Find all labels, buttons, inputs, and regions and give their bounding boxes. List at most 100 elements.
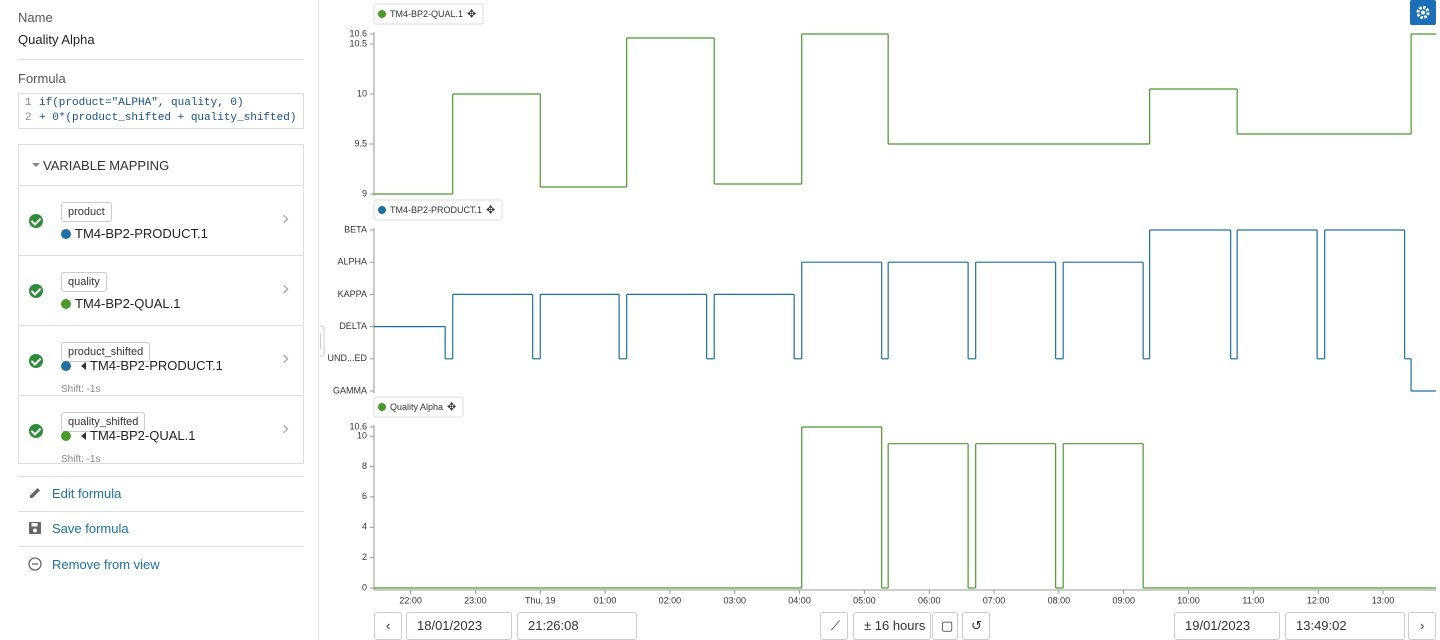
history[interactable]: ↺ bbox=[962, 612, 990, 640]
legend-dot bbox=[378, 206, 386, 214]
y-tick-label: 4 bbox=[362, 522, 367, 532]
check-icon bbox=[29, 214, 43, 228]
signal: TM4-BP2-PRODUCT.1 bbox=[61, 226, 208, 241]
remove-icon bbox=[28, 557, 42, 571]
code-line: 2 + 0*(product_shifted + quality_shifted) bbox=[25, 112, 297, 127]
y-tick-label: BETA bbox=[344, 224, 367, 234]
x-tick-label: 13:00 bbox=[1372, 595, 1395, 605]
y-tick-label: 9.5 bbox=[354, 138, 367, 148]
move-icon: ✥ bbox=[467, 8, 476, 20]
x-tick-label: 08:00 bbox=[1048, 595, 1071, 605]
step-back[interactable]: ‹ bbox=[374, 612, 402, 640]
lock[interactable]: ▢ bbox=[932, 612, 958, 640]
y-tick-label: KAPPA bbox=[338, 289, 367, 299]
x-tick-label: 01:00 bbox=[594, 595, 617, 605]
save-formula[interactable]: Save formula bbox=[52, 521, 129, 536]
x-tick-label: 12:00 bbox=[1307, 595, 1330, 605]
x-tick-label: Thu, 19 bbox=[525, 595, 556, 605]
variable-mapping: VARIABLE MAPPING product TM4-BP2-PRODUCT.… bbox=[18, 144, 304, 466]
chevron bbox=[279, 284, 289, 294]
check-icon bbox=[29, 424, 43, 438]
line-number: 1 bbox=[25, 97, 32, 109]
signal-name: TM4-BP2-PRODUCT.1 bbox=[90, 358, 223, 373]
variable-item[interactable]: product TM4-BP2-PRODUCT.1 bbox=[19, 186, 303, 256]
save-icon bbox=[29, 522, 41, 534]
gear-icon bbox=[1416, 6, 1430, 19]
legend-dot bbox=[378, 10, 386, 18]
chart-mode[interactable]: ⟋ bbox=[820, 612, 848, 640]
divider bbox=[18, 546, 304, 547]
y-tick-label: GAMMA bbox=[333, 385, 367, 395]
y-tick-label: 10.5 bbox=[349, 38, 367, 48]
divider bbox=[18, 59, 304, 60]
end-time[interactable]: 13:49:02 bbox=[1285, 612, 1405, 640]
end-time-text: 13:49:02 bbox=[1296, 618, 1347, 633]
y-tick-label: 10 bbox=[357, 88, 367, 98]
signal-name: TM4-BP2-PRODUCT.1 bbox=[75, 226, 208, 241]
start-time[interactable]: 21:26:08 bbox=[517, 612, 637, 640]
y-tick-label: 6 bbox=[362, 491, 367, 501]
check-icon bbox=[29, 284, 43, 298]
start-time-text: 21:26:08 bbox=[528, 618, 579, 633]
legend-box bbox=[373, 199, 503, 221]
move-icon: ✥ bbox=[486, 204, 495, 216]
y-tick-label: 10.6 bbox=[349, 28, 367, 38]
signal: TM4-BP2-QUAL.1 bbox=[61, 428, 195, 443]
y-tick-label: UND...ED bbox=[327, 353, 367, 363]
y-tick-label: 9 bbox=[362, 188, 367, 198]
chevron bbox=[279, 214, 289, 224]
x-tick-label: 22:00 bbox=[399, 595, 422, 605]
legend-box bbox=[373, 3, 484, 25]
legend[interactable]: TM4-BP2-QUAL.1 ✥ bbox=[373, 3, 484, 25]
resize-handle[interactable] bbox=[320, 325, 325, 357]
variable-tag: product_shifted bbox=[61, 342, 151, 362]
y-tick-label: DELTA bbox=[339, 321, 367, 331]
variable-item[interactable]: product_shifted TM4-BP2-PRODUCT.1 Shift: -… bbox=[19, 326, 303, 396]
legend[interactable]: TM4-BP2-PRODUCT.1 ✥ bbox=[373, 199, 503, 221]
edit-icon bbox=[30, 488, 40, 498]
range-text: ± 16 hours bbox=[864, 618, 926, 633]
name-label: Name bbox=[18, 10, 53, 25]
formula-label: Formula bbox=[18, 71, 66, 86]
x-tick-label: 07:00 bbox=[983, 595, 1006, 605]
mapping-header[interactable]: VARIABLE MAPPING bbox=[19, 145, 303, 186]
start-date[interactable]: 18/01/2023 bbox=[406, 612, 512, 640]
variable-tag: quality_shifted bbox=[61, 412, 146, 432]
x-tick-label: 04:00 bbox=[788, 595, 811, 605]
remove-from-view[interactable]: Remove from view bbox=[52, 557, 160, 572]
name-value[interactable]: Quality Alpha bbox=[18, 32, 95, 47]
end-date[interactable]: 19/01/2023 bbox=[1174, 612, 1280, 640]
x-tick-label: 02:00 bbox=[659, 595, 682, 605]
y-tick-label: 10 bbox=[357, 430, 367, 440]
formula-editor[interactable]: 1 if(product="ALPHA", quality, 0) 2 + 0*(p… bbox=[18, 93, 304, 129]
divider bbox=[18, 511, 304, 512]
move-icon: ✥ bbox=[447, 401, 456, 413]
legend-box bbox=[373, 396, 464, 418]
y-tick-label: 0 bbox=[362, 582, 367, 592]
properties-panel: Name Quality Alpha Formula 1 if(product="… bbox=[0, 0, 319, 640]
variable-item[interactable]: quality TM4-BP2-QUAL.1 bbox=[19, 256, 303, 326]
edit-formula[interactable]: Edit formula bbox=[52, 486, 122, 501]
signal: TM4-BP2-PRODUCT.1 bbox=[61, 358, 223, 373]
gear-icon bbox=[1421, 10, 1425, 15]
variable-item[interactable]: quality_shifted TM4-BP2-QUAL.1 Shift: -1s bbox=[19, 396, 303, 466]
check-icon bbox=[29, 354, 43, 368]
chevron bbox=[279, 424, 289, 434]
step-forward[interactable]: › bbox=[1408, 612, 1436, 640]
signal-name: TM4-BP2-QUAL.1 bbox=[90, 428, 196, 443]
start-date-text: 18/01/2023 bbox=[417, 618, 483, 633]
chevron bbox=[279, 354, 289, 364]
variable-tag: product bbox=[61, 202, 112, 222]
y-tick-label: 8 bbox=[362, 461, 367, 471]
code-text: if(product="ALPHA", quality, 0) bbox=[39, 97, 244, 109]
shift: Shift: -1s bbox=[61, 454, 101, 465]
variable-tag: quality bbox=[61, 272, 107, 292]
y-tick-label: ALPHA bbox=[337, 257, 367, 267]
x-tick-label: 09:00 bbox=[1112, 595, 1135, 605]
code-text: + 0*(product_shifted + quality_shifted) bbox=[39, 112, 297, 124]
signal: TM4-BP2-QUAL.1 bbox=[61, 296, 180, 311]
range[interactable]: ± 16 hours bbox=[853, 612, 931, 640]
end-date-text: 19/01/2023 bbox=[1185, 618, 1251, 633]
legend[interactable]: Quality Alpha ✥ bbox=[373, 396, 464, 418]
